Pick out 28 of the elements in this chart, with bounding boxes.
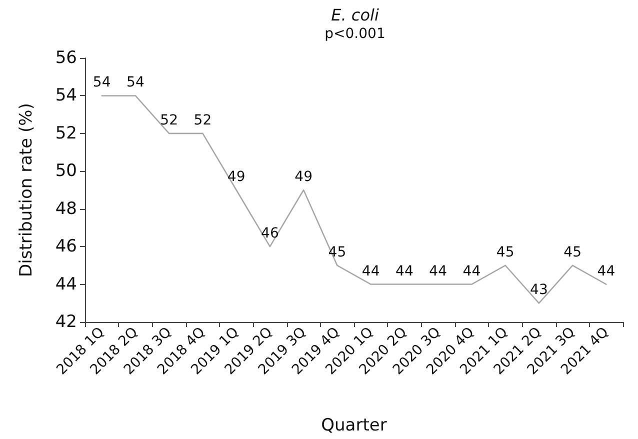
data-label: 44 [429, 263, 448, 280]
chart-title: E. coli [331, 6, 380, 24]
y-tick-label: 50 [55, 161, 77, 182]
data-label: 45 [496, 244, 514, 260]
data-label: 44 [396, 263, 414, 280]
data-label: 45 [564, 244, 582, 260]
data-label: 45 [328, 244, 346, 260]
y-tick-label: 46 [55, 236, 77, 257]
y-tick-label: 42 [55, 312, 77, 332]
y-tick-label: 44 [55, 274, 77, 294]
y-axis-title: Distribution rate (%) [16, 103, 36, 277]
data-label: 52 [160, 112, 178, 128]
y-tick-label: 52 [55, 123, 77, 144]
data-label: 54 [126, 74, 144, 91]
data-label: 49 [227, 169, 246, 185]
data-label: 44 [597, 263, 616, 280]
y-tick-label: 56 [55, 48, 77, 68]
data-label: 44 [362, 263, 380, 280]
data-label: 49 [294, 169, 312, 185]
y-tick-label: 54 [55, 86, 77, 106]
data-label: 52 [194, 112, 212, 128]
y-tick-label: 48 [55, 198, 77, 219]
x-axis-title: Quarter [321, 416, 387, 436]
data-label: 44 [462, 263, 481, 280]
data-label: 54 [92, 74, 111, 91]
chart-subtitle: p<0.001 [324, 26, 386, 42]
data-label: 46 [261, 226, 279, 242]
data-label: 43 [530, 282, 548, 298]
